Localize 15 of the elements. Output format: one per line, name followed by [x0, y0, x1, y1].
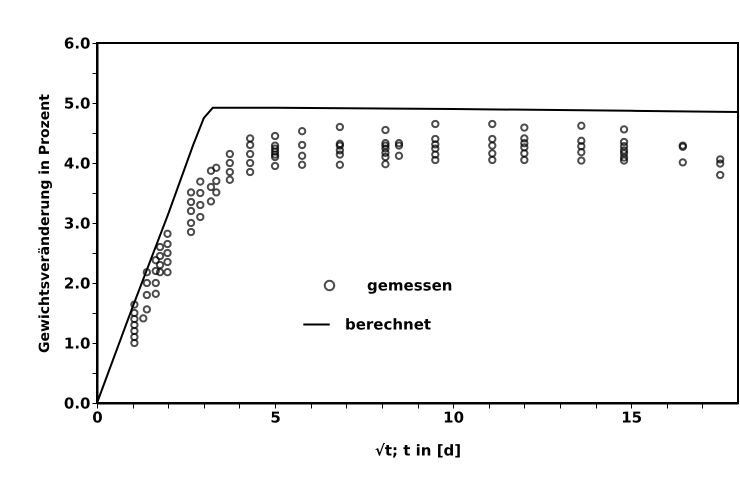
y-tick-label: 1.0 — [64, 334, 90, 352]
y-tick-label: 6.0 — [64, 34, 90, 52]
x-tick-label: 5 — [270, 408, 281, 426]
y-tick-label: 5.0 — [64, 94, 90, 112]
y-tick-label: 2.0 — [64, 274, 90, 292]
legend-label: berechnet — [345, 316, 432, 334]
y-tick-label: 4.0 — [64, 154, 90, 172]
x-tick-label: 15 — [621, 408, 642, 426]
y-tick-label: 0.0 — [64, 394, 90, 412]
x-tick-label: 10 — [443, 408, 464, 426]
y-axis-title: Gewichtsveränderung in Prozent — [36, 94, 53, 353]
y-tick-label: 3.0 — [64, 214, 90, 232]
x-tick-label: 0 — [92, 408, 103, 426]
x-axis-title: √t; t in [d] — [374, 442, 462, 460]
legend-label: gemessen — [367, 276, 452, 294]
